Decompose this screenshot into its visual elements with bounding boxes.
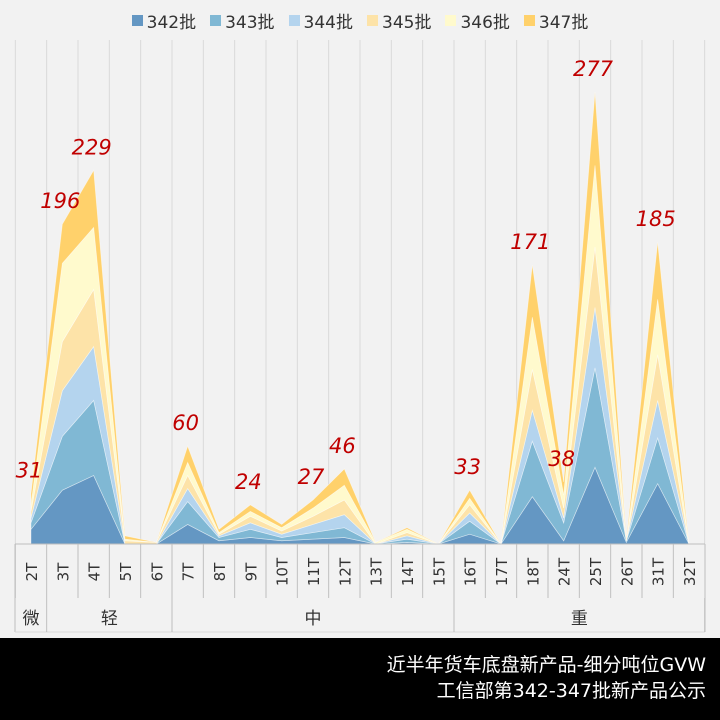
- legend-label: 346批: [460, 13, 510, 33]
- group-label: 中: [305, 609, 322, 629]
- x-tick-label: 16T: [462, 557, 480, 586]
- legend-label: 343批: [225, 13, 275, 33]
- footer: 近半年货车底盘新产品-细分吨位GVW 工信部第342-347批新产品公示: [0, 638, 720, 720]
- legend-swatch: [523, 15, 535, 26]
- x-tick-label: 26T: [618, 557, 636, 586]
- legend-item: 343批: [210, 8, 275, 33]
- data-label: 31: [16, 458, 43, 482]
- legend-swatch: [131, 15, 143, 26]
- legend-swatch: [367, 15, 378, 26]
- data-label: 38: [548, 447, 575, 471]
- x-tick-label: 12T: [336, 557, 354, 586]
- data-label: 60: [172, 411, 199, 435]
- group-label: 重: [571, 609, 588, 629]
- x-tick-label: 24T: [556, 557, 574, 586]
- x-tick-label: 4T: [86, 562, 104, 582]
- x-tick-label: 31T: [650, 557, 668, 586]
- x-tick-label: 25T: [587, 557, 605, 586]
- data-label: 185: [636, 207, 676, 231]
- legend: 342批 343批 344批 345批 346批 347批: [0, 8, 720, 33]
- x-tick-label: 7T: [180, 562, 198, 582]
- x-tick-label: 3T: [54, 562, 72, 582]
- legend-item: 347批: [523, 8, 589, 33]
- legend-item: 342批: [131, 8, 197, 33]
- group-label: 微: [23, 609, 40, 629]
- x-tick-label: 8T: [211, 562, 229, 582]
- data-label: 27: [298, 465, 325, 489]
- legend-label: 344批: [303, 13, 353, 33]
- legend-label: 342批: [146, 13, 197, 33]
- legend-swatch: [288, 15, 300, 26]
- x-tick-label: 15T: [430, 557, 448, 586]
- group-label: 轻: [101, 609, 118, 629]
- x-tick-label: 6T: [148, 562, 166, 582]
- footer-line1: 近半年货车底盘新产品-细分吨位GVW: [386, 654, 706, 676]
- legend-swatch: [210, 15, 222, 26]
- legend-label: 347批: [538, 13, 589, 33]
- data-label: 196: [40, 189, 80, 213]
- legend-item: 346批: [445, 8, 510, 33]
- data-label: 277: [573, 57, 614, 81]
- x-tick-label: 32T: [681, 557, 699, 586]
- legend-item: 344批: [288, 8, 353, 33]
- data-label: 33: [454, 455, 481, 479]
- x-tick-label: 11T: [305, 557, 323, 586]
- area-series-347批: [30, 91, 690, 546]
- data-label: 46: [329, 434, 356, 458]
- x-tick-label: 14T: [399, 557, 417, 586]
- x-tick-label: 17T: [493, 557, 511, 586]
- legend-swatch: [445, 15, 457, 26]
- x-tick-label: 2T: [23, 562, 41, 582]
- data-label: 171: [510, 230, 550, 254]
- x-tick-label: 5T: [117, 562, 135, 582]
- legend-label: 345批: [382, 13, 432, 33]
- footer-line2: 工信部第342-347批新产品公示: [436, 680, 706, 702]
- x-tick-label: 10T: [274, 557, 292, 586]
- data-label: 229: [72, 135, 112, 159]
- stacked-area-chart: 2T 3T 4T 5T 6T 7T 8T 9T 10T 11T 12T 13T 14T 15T 16T 17T…: [14, 40, 706, 633]
- x-tick-label: 9T: [242, 562, 260, 582]
- legend-item: 345批: [367, 8, 431, 33]
- x-tick-label: 13T: [368, 557, 386, 586]
- data-label: 24: [235, 470, 262, 494]
- x-tick-label: 18T: [524, 557, 542, 586]
